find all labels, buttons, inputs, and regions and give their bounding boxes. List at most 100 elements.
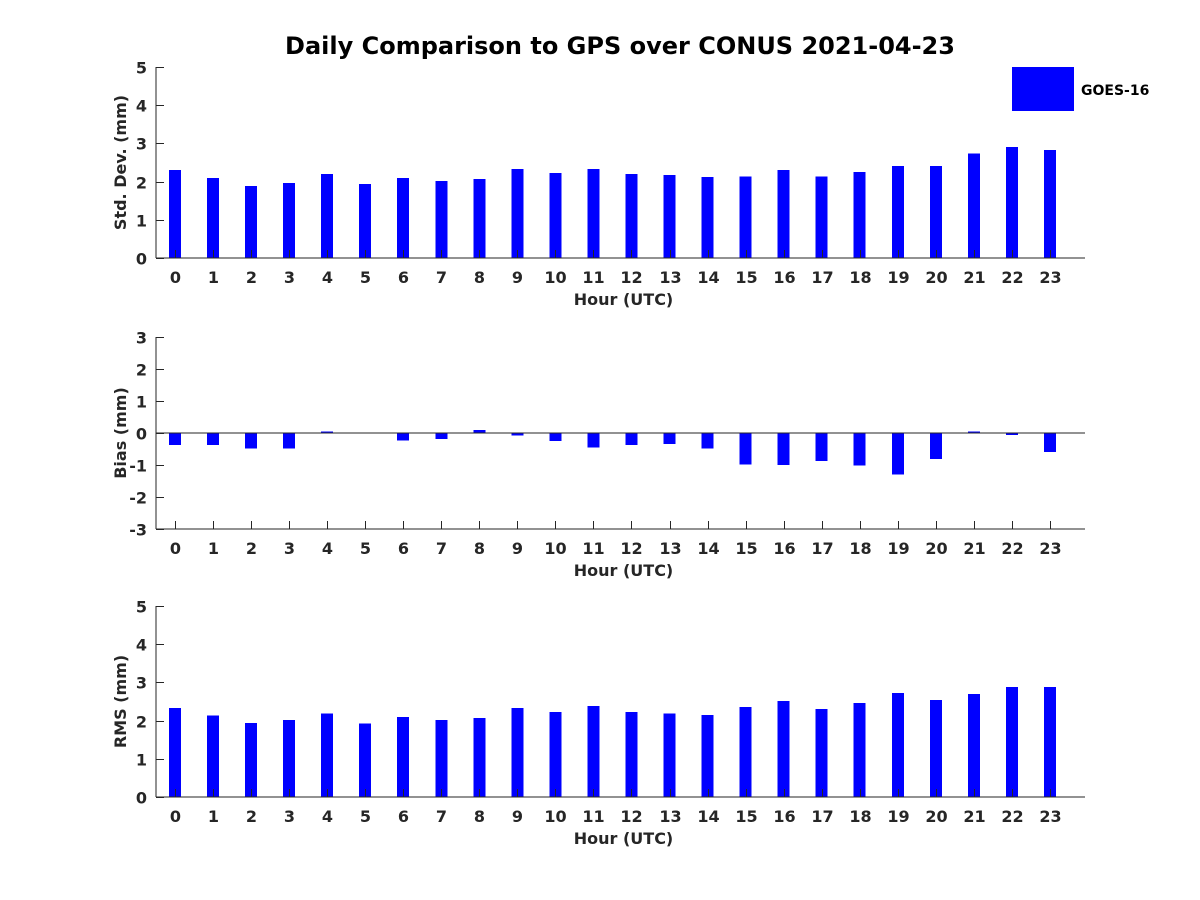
bias-bar-hour-11 xyxy=(587,433,600,448)
std-dev-x-tick-label: 11 xyxy=(582,268,604,287)
rms-bar-hour-22 xyxy=(1005,687,1018,797)
bias-x-tick-label: 13 xyxy=(659,539,681,558)
bias-x-tick-label: 6 xyxy=(398,539,409,558)
bias-x-tick-label: 7 xyxy=(436,539,447,558)
std-dev-x-tick-label: 7 xyxy=(436,268,447,287)
rms-y-tick-label: 5 xyxy=(136,598,147,617)
rms-bar-hour-3 xyxy=(283,719,296,797)
std-dev-bar-hour-15 xyxy=(739,176,752,258)
std-dev-y-tick-label: 5 xyxy=(136,59,147,78)
std-dev-x-axis-label: Hour (UTC) xyxy=(574,290,674,309)
bias-bar-hour-1 xyxy=(207,433,219,446)
rms-x-tick-label: 17 xyxy=(811,807,833,826)
bias-y-tick-label: 3 xyxy=(136,329,147,348)
bias-bar-hour-14 xyxy=(701,433,714,449)
bias-bar-hour-21 xyxy=(967,431,980,433)
bias-x-tick-label: 2 xyxy=(246,539,257,558)
bias-bar-hour-6 xyxy=(397,433,410,441)
bias-x-tick-label: 3 xyxy=(284,539,295,558)
std-dev-bar-hour-14 xyxy=(701,177,714,258)
std-dev-y-tick-label: 3 xyxy=(136,135,147,154)
std-dev-x-tick-label: 13 xyxy=(659,268,681,287)
legend-swatch xyxy=(1012,67,1074,111)
rms-bar-hour-18 xyxy=(853,703,866,797)
rms-bar-hour-7 xyxy=(435,719,448,797)
std-dev-bar-hour-16 xyxy=(777,170,790,258)
rms-x-tick-label: 11 xyxy=(582,807,604,826)
bias-x-tick-label: 19 xyxy=(887,539,909,558)
std-dev-bar-hour-13 xyxy=(663,175,676,258)
std-dev-y-axis-label: Std. Dev. (mm) xyxy=(111,95,130,230)
std-dev-bar-hour-6 xyxy=(397,177,410,258)
std-dev-x-tick-label: 1 xyxy=(208,268,219,287)
bias-y-tick-label: 2 xyxy=(136,361,147,380)
rms-x-tick-label: 6 xyxy=(398,807,409,826)
bias-y-tick-label: -3 xyxy=(129,521,147,540)
std-dev-x-tick-label: 3 xyxy=(284,268,295,287)
rms-bar-hour-11 xyxy=(587,706,600,797)
bias-bar-hour-2 xyxy=(245,433,258,449)
rms-x-tick-label: 1 xyxy=(208,807,219,826)
rms-y-tick-label: 4 xyxy=(136,636,147,655)
rms-bar-hour-14 xyxy=(701,714,714,797)
bias-x-tick-label: 20 xyxy=(925,539,947,558)
std-dev-bar-hour-2 xyxy=(245,186,258,258)
std-dev-x-tick-label: 16 xyxy=(773,268,795,287)
std-dev-bar-hour-21 xyxy=(967,153,980,258)
bias-x-tick-label: 4 xyxy=(322,539,333,558)
std-dev-x-tick-label: 8 xyxy=(474,268,485,287)
std-dev-x-tick-label: 18 xyxy=(849,268,871,287)
std-dev-x-tick-label: 15 xyxy=(735,268,757,287)
chart-title: Daily Comparison to GPS over CONUS 2021-… xyxy=(285,32,955,60)
rms-bar-hour-1 xyxy=(207,715,219,797)
std-dev-x-tick-label: 12 xyxy=(620,268,642,287)
bias-x-tick-label: 16 xyxy=(773,539,795,558)
bias-y-axis-label: Bias (mm) xyxy=(111,387,130,479)
std-dev-x-tick-label: 9 xyxy=(512,268,523,287)
std-dev-bar-hour-0 xyxy=(169,170,181,258)
bias-x-tick-label: 18 xyxy=(849,539,871,558)
rms-y-tick-label: 0 xyxy=(136,789,147,808)
rms-bar-hour-23 xyxy=(1043,687,1056,797)
bias-bar-hour-9 xyxy=(511,433,524,436)
rms-bar-hour-21 xyxy=(967,693,980,797)
std-dev-bar-hour-4 xyxy=(321,174,334,258)
bias-x-axis-label: Hour (UTC) xyxy=(574,561,674,580)
std-dev-bar-hour-5 xyxy=(359,183,372,258)
std-dev-bar-hour-3 xyxy=(283,183,296,258)
std-dev-bar-hour-22 xyxy=(1005,147,1018,258)
rms-x-tick-label: 7 xyxy=(436,807,447,826)
rms-x-tick-label: 19 xyxy=(887,807,909,826)
bias-x-tick-label: 11 xyxy=(582,539,604,558)
bias-x-tick-label: 5 xyxy=(360,539,371,558)
rms-x-tick-label: 12 xyxy=(620,807,642,826)
rms-bar-hour-5 xyxy=(359,723,372,797)
std-dev-x-tick-label: 19 xyxy=(887,268,909,287)
rms-bar-hour-15 xyxy=(739,707,752,797)
bias-x-tick-label: 22 xyxy=(1001,539,1023,558)
bias-y-tick-label: -1 xyxy=(129,457,147,476)
bias-bar-hour-20 xyxy=(929,433,942,460)
bias-bar-hour-12 xyxy=(625,433,638,446)
rms-x-tick-label: 23 xyxy=(1039,807,1061,826)
bias-y-tick-label: 0 xyxy=(136,425,147,444)
bias-x-tick-label: 8 xyxy=(474,539,485,558)
rms-x-tick-label: 8 xyxy=(474,807,485,826)
legend-label: GOES-16 xyxy=(1081,83,1149,99)
rms-x-tick-label: 3 xyxy=(284,807,295,826)
bias-bar-hour-8 xyxy=(473,430,486,433)
std-dev-x-tick-label: 14 xyxy=(697,268,719,287)
bias-bar-hour-10 xyxy=(549,433,562,441)
std-dev-bar-hour-23 xyxy=(1043,149,1056,258)
std-dev-bar-hour-8 xyxy=(473,178,486,258)
bias-x-tick-label: 23 xyxy=(1039,539,1061,558)
bias-x-tick-label: 10 xyxy=(544,539,566,558)
std-dev-bar-hour-19 xyxy=(891,165,904,258)
bias-y-tick-label: -2 xyxy=(129,489,147,508)
rms-x-tick-label: 5 xyxy=(360,807,371,826)
bias-bar-hour-17 xyxy=(815,433,828,462)
rms-y-axis-label: RMS (mm) xyxy=(111,655,130,748)
bias-x-tick-label: 15 xyxy=(735,539,757,558)
rms-bar-hour-16 xyxy=(777,701,790,797)
